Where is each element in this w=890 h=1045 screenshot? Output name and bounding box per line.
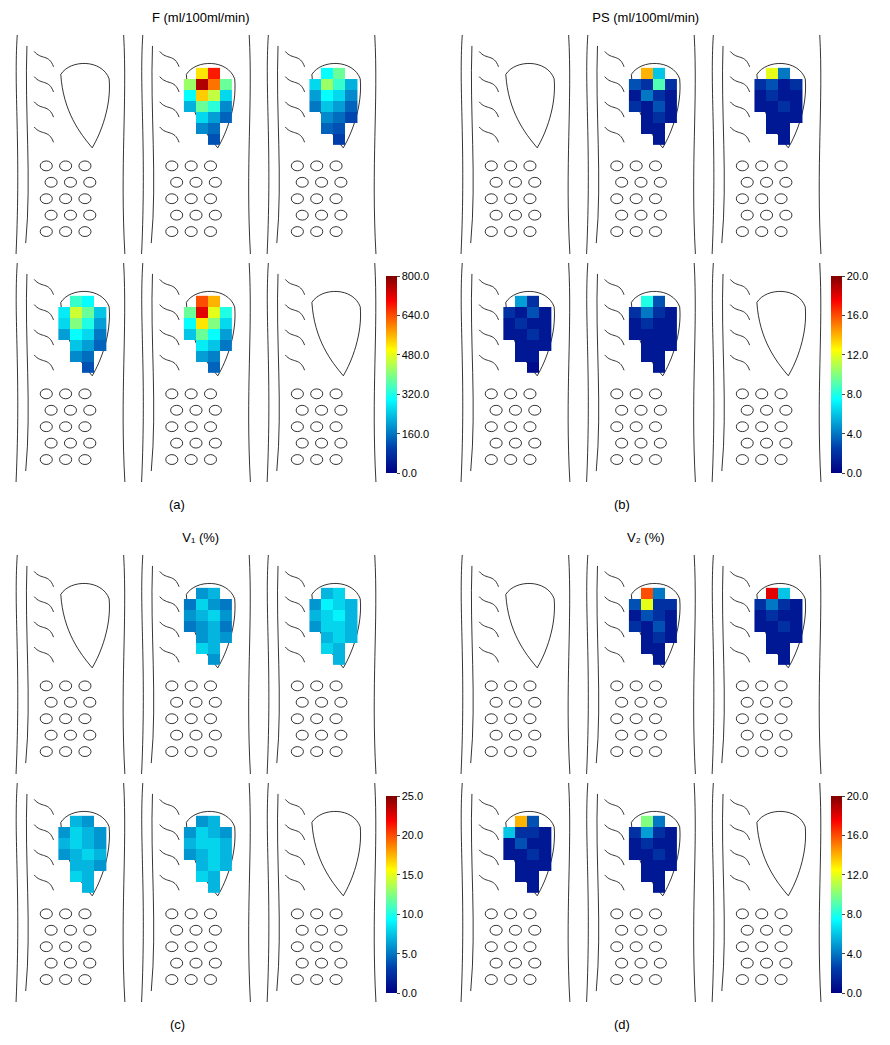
svg-text:800.0: 800.0	[402, 270, 430, 282]
svg-text:(d): (d)	[614, 1017, 630, 1032]
svg-text:(a): (a)	[169, 497, 185, 512]
svg-text:25.0: 25.0	[402, 790, 423, 802]
svg-text:0.0: 0.0	[402, 467, 417, 479]
svg-text:8.0: 8.0	[847, 908, 862, 920]
svg-text:F (ml/100ml/min): F (ml/100ml/min)	[152, 10, 250, 25]
svg-text:(c): (c)	[170, 1017, 185, 1032]
svg-text:8.0: 8.0	[847, 388, 862, 400]
svg-text:480.0: 480.0	[402, 349, 430, 361]
svg-text:10.0: 10.0	[402, 908, 423, 920]
svg-text:16.0: 16.0	[847, 309, 868, 321]
svg-text:V₁ (%): V₁ (%)	[182, 530, 219, 545]
svg-text:PS (ml/100ml/min): PS (ml/100ml/min)	[592, 10, 699, 25]
svg-text:320.0: 320.0	[402, 388, 430, 400]
svg-text:15.0: 15.0	[402, 869, 423, 881]
svg-text:V₂ (%): V₂ (%)	[627, 530, 665, 545]
svg-text:160.0: 160.0	[402, 428, 430, 440]
svg-text:20.0: 20.0	[847, 790, 868, 802]
svg-text:0.0: 0.0	[847, 987, 862, 999]
svg-text:4.0: 4.0	[847, 948, 862, 960]
svg-text:12.0: 12.0	[847, 869, 868, 881]
svg-text:0.0: 0.0	[847, 467, 862, 479]
svg-text:20.0: 20.0	[402, 829, 423, 841]
svg-text:5.0: 5.0	[402, 948, 417, 960]
svg-text:0.0: 0.0	[402, 987, 417, 999]
svg-text:20.0: 20.0	[847, 270, 868, 282]
svg-text:16.0: 16.0	[847, 829, 868, 841]
svg-text:640.0: 640.0	[402, 309, 430, 321]
svg-text:4.0: 4.0	[847, 428, 862, 440]
svg-text:(b): (b)	[614, 497, 630, 512]
svg-text:12.0: 12.0	[847, 349, 868, 361]
